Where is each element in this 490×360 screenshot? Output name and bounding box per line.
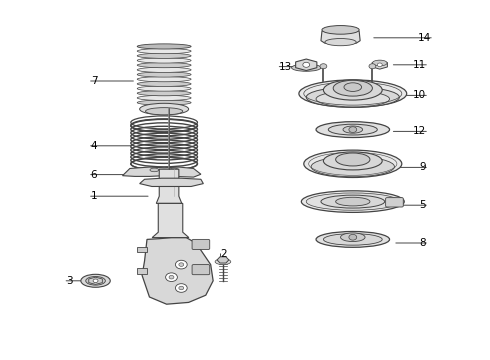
- Ellipse shape: [344, 83, 362, 91]
- Polygon shape: [372, 60, 388, 69]
- Bar: [137, 268, 147, 274]
- Ellipse shape: [137, 53, 191, 58]
- Ellipse shape: [321, 195, 385, 208]
- Ellipse shape: [215, 259, 231, 265]
- Ellipse shape: [304, 150, 402, 177]
- Ellipse shape: [343, 126, 363, 133]
- FancyBboxPatch shape: [192, 239, 210, 249]
- Polygon shape: [295, 59, 317, 71]
- Text: 8: 8: [419, 238, 426, 248]
- Ellipse shape: [137, 77, 191, 82]
- Ellipse shape: [311, 157, 394, 177]
- Circle shape: [377, 63, 382, 67]
- Ellipse shape: [137, 100, 191, 105]
- Ellipse shape: [137, 58, 191, 63]
- Circle shape: [166, 273, 177, 282]
- Ellipse shape: [333, 80, 372, 96]
- Ellipse shape: [81, 274, 110, 287]
- Ellipse shape: [170, 168, 178, 172]
- Text: 1: 1: [91, 191, 98, 201]
- Circle shape: [93, 279, 98, 283]
- Ellipse shape: [137, 81, 191, 86]
- FancyBboxPatch shape: [386, 198, 403, 207]
- Ellipse shape: [306, 87, 399, 107]
- Ellipse shape: [137, 95, 191, 100]
- Ellipse shape: [325, 39, 356, 46]
- Polygon shape: [89, 277, 102, 284]
- Circle shape: [179, 286, 184, 290]
- Text: 6: 6: [91, 170, 98, 180]
- Ellipse shape: [146, 108, 183, 115]
- Ellipse shape: [341, 233, 365, 242]
- Polygon shape: [321, 29, 360, 43]
- Circle shape: [303, 62, 310, 67]
- Circle shape: [169, 275, 174, 279]
- Polygon shape: [217, 257, 229, 263]
- Ellipse shape: [137, 49, 191, 54]
- Ellipse shape: [292, 64, 321, 71]
- Polygon shape: [140, 178, 203, 186]
- Circle shape: [320, 64, 327, 69]
- Ellipse shape: [299, 80, 407, 107]
- Ellipse shape: [137, 72, 191, 77]
- Text: 7: 7: [91, 76, 98, 86]
- Ellipse shape: [336, 153, 370, 166]
- Ellipse shape: [316, 91, 390, 107]
- Circle shape: [349, 234, 357, 240]
- Ellipse shape: [323, 80, 382, 100]
- FancyBboxPatch shape: [192, 265, 210, 275]
- Ellipse shape: [372, 60, 387, 66]
- Text: 4: 4: [91, 141, 98, 151]
- Ellipse shape: [137, 91, 191, 96]
- Text: 2: 2: [220, 249, 227, 259]
- Ellipse shape: [316, 122, 390, 138]
- Text: 9: 9: [419, 162, 426, 172]
- Polygon shape: [152, 203, 189, 238]
- Ellipse shape: [140, 103, 189, 115]
- Text: 10: 10: [413, 90, 426, 100]
- Ellipse shape: [137, 67, 191, 72]
- Text: 13: 13: [279, 62, 293, 72]
- Ellipse shape: [137, 86, 191, 91]
- Circle shape: [349, 127, 357, 132]
- Text: 11: 11: [413, 60, 426, 70]
- Ellipse shape: [316, 231, 390, 247]
- Polygon shape: [156, 169, 182, 203]
- Ellipse shape: [336, 197, 370, 206]
- Polygon shape: [122, 167, 201, 177]
- Text: 5: 5: [419, 200, 426, 210]
- Ellipse shape: [137, 44, 191, 49]
- Text: 3: 3: [66, 276, 73, 286]
- Ellipse shape: [323, 234, 382, 245]
- Ellipse shape: [323, 152, 382, 170]
- Ellipse shape: [328, 124, 377, 135]
- Ellipse shape: [137, 63, 191, 68]
- Ellipse shape: [301, 191, 404, 212]
- Ellipse shape: [322, 26, 359, 34]
- Ellipse shape: [306, 193, 399, 210]
- Ellipse shape: [86, 276, 105, 285]
- Ellipse shape: [150, 168, 159, 172]
- Text: 14: 14: [418, 33, 431, 43]
- Text: 12: 12: [413, 126, 426, 136]
- Circle shape: [179, 263, 184, 266]
- Bar: [137, 247, 147, 252]
- Circle shape: [369, 64, 376, 69]
- Circle shape: [175, 260, 187, 269]
- Polygon shape: [142, 238, 213, 304]
- Circle shape: [175, 284, 187, 292]
